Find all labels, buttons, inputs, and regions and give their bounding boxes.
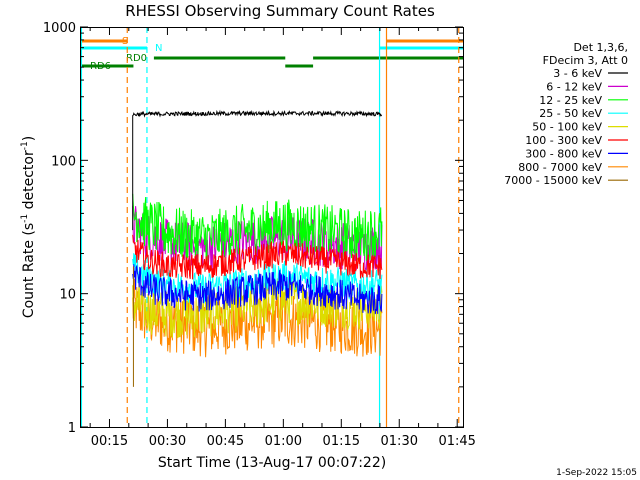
x-tick-label: 01:00: [265, 434, 302, 449]
legend-entry-label: 50 - 100 keV: [532, 121, 602, 134]
series-line-12-25kev: [132, 193, 383, 265]
flag-label-n: N: [155, 43, 162, 54]
legend-header: FDecim 3, Att 0: [543, 54, 628, 67]
data-series: [132, 109, 383, 387]
series-line-100-300kev: [132, 234, 383, 280]
y-tick-label: 10: [59, 288, 76, 303]
flag-bars: SNRD0RD6: [80, 36, 463, 72]
y-tick-label: 100: [51, 154, 76, 169]
y-tick-label: 1: [68, 421, 76, 436]
y-axis: 1 10 100 1000: [43, 21, 463, 436]
chart-title: RHESSI Observing Summary Count Rates: [125, 2, 435, 20]
x-tick-label: 01:45: [438, 434, 475, 449]
legend-entry-label: 25 - 50 keV: [539, 107, 602, 120]
series-line-25-50kev: [132, 253, 383, 304]
legend-entry-label: 6 - 12 keV: [546, 80, 602, 93]
legend-entry-label: 7000 - 15000 keV: [504, 174, 602, 187]
x-tick-label: 00:45: [207, 434, 244, 449]
vertical-markers: [80, 27, 460, 427]
x-axis-label: Start Time (13-Aug-17 00:07:22): [158, 455, 386, 471]
footer-date: 1-Sep-2022 15:05: [556, 468, 637, 478]
x-axis: 00:15 00:30 00:45 01:00 01:15 01:30 01:45: [89, 27, 476, 449]
x-tick-label: 00:15: [91, 434, 128, 449]
y-tick-label: 1000: [43, 21, 76, 36]
x-tick-label: 01:15: [323, 434, 360, 449]
y-axis-label: Count Rate (s-1 detector-1): [20, 136, 37, 318]
legend-entry-label: 3 - 6 keV: [553, 67, 602, 80]
legend-entry-label: 300 - 800 keV: [525, 147, 602, 160]
legend-entry-label: 800 - 7000 keV: [518, 161, 602, 174]
x-tick-label: 01:30: [381, 434, 418, 449]
series-line-3-6kev: [132, 109, 382, 231]
plot-frame: [80, 27, 464, 428]
legend-header: Det 1,3,6,: [573, 41, 628, 54]
flag-label-s: S: [122, 36, 128, 47]
flag-label-rd0: RD0: [126, 53, 147, 64]
series-line-300-800kev: [132, 264, 383, 315]
x-tick-label: 00:30: [149, 434, 186, 449]
legend-entry-label: 100 - 300 keV: [525, 134, 602, 147]
legend-entry-label: 12 - 25 keV: [539, 94, 602, 107]
